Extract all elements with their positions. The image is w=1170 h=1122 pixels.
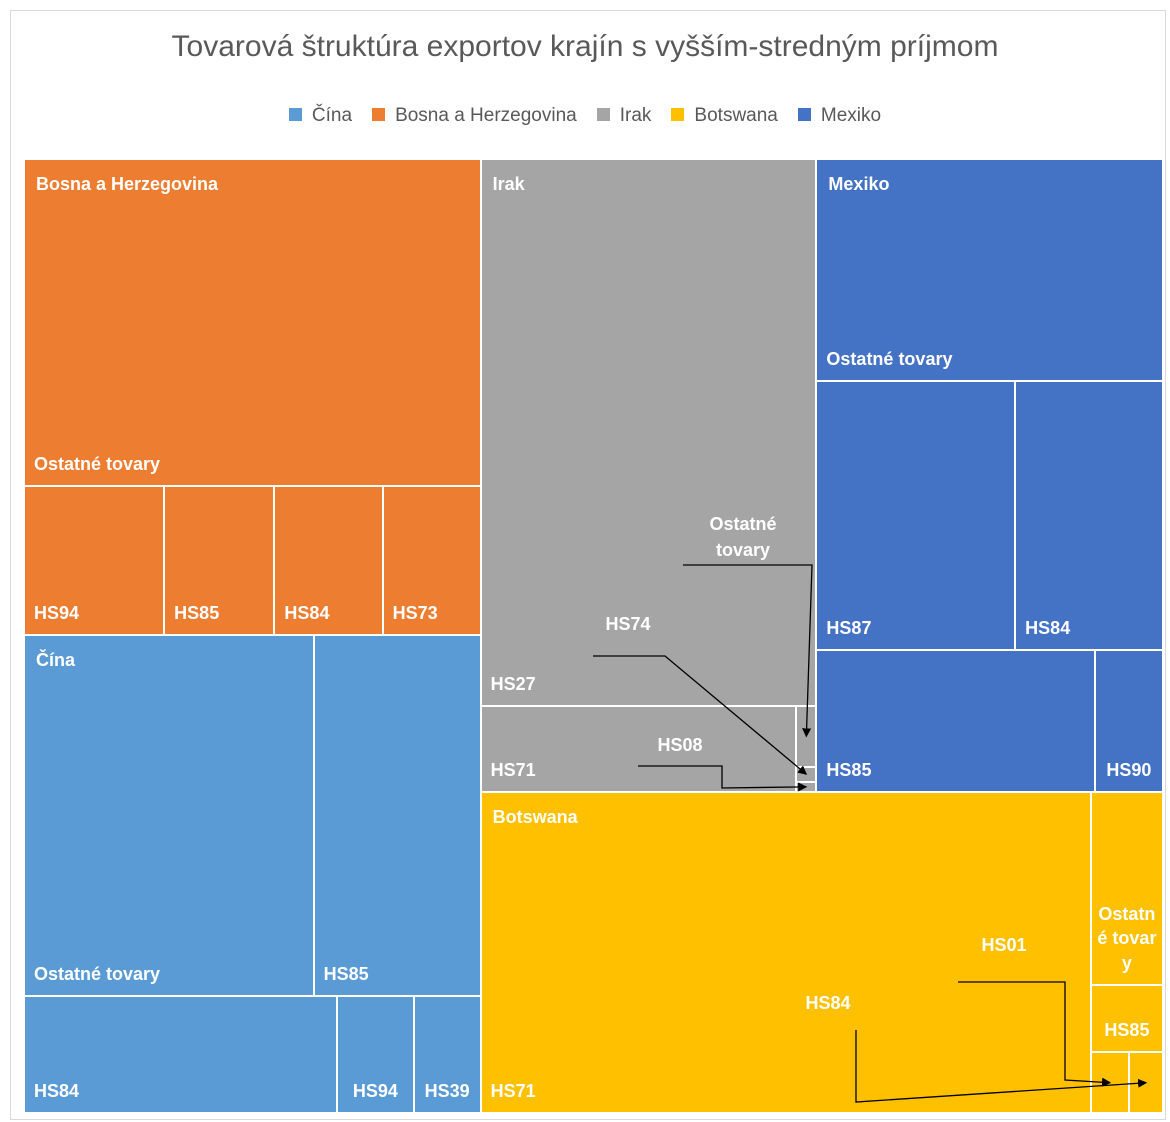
legend-item: Botswana — [671, 105, 778, 127]
cell-label: HS90 — [1106, 759, 1152, 780]
cell-label: Ostatné tovary — [34, 453, 161, 474]
legend-label: Mexiko — [820, 105, 882, 126]
treemap-cell — [1090, 1052, 1130, 1113]
cell-label: Ostatné tovary — [1097, 903, 1157, 973]
treemap-cell: HS94 — [337, 996, 414, 1113]
treemap-cell: Ostatné tovary — [24, 635, 314, 997]
cell-label: Ostatné tovary — [826, 348, 953, 369]
chart-title: Tovarová štruktúra exportov krajín s vyš… — [171, 30, 999, 63]
legend-swatch — [797, 108, 811, 121]
treemap-cell: HS87 — [816, 381, 1016, 651]
cell-label: HS87 — [826, 618, 872, 639]
callout-label: Ostatné tovary — [709, 514, 777, 561]
treemap-cell: HS84 — [24, 996, 338, 1113]
legend-item: Mexiko — [797, 105, 882, 127]
group-label: Irak — [492, 174, 525, 194]
legend-label: Bosna a Herzegovina — [395, 105, 577, 126]
callout-label: HS08 — [657, 735, 703, 755]
treemap-cell — [796, 706, 817, 767]
treemap-cell: HS85 — [816, 650, 1095, 792]
treemap-cell: HS73 — [382, 485, 481, 636]
treemap-cell: HS85 — [164, 485, 275, 636]
treemap-cell — [1129, 1052, 1163, 1113]
cell-label: HS85 — [174, 602, 220, 623]
cell-label: HS84 — [1025, 618, 1071, 639]
legend-swatch — [372, 108, 386, 121]
cell-label: HS39 — [424, 1080, 470, 1101]
legend-label: Čína — [311, 105, 353, 126]
group-label: Botswana — [492, 806, 578, 827]
cell-label: HS85 — [323, 963, 369, 984]
cell-label: HS71 — [490, 1080, 536, 1101]
group-label: Čína — [36, 650, 76, 671]
cell-label: HS94 — [34, 602, 80, 623]
cell-label: HS84 — [34, 1080, 80, 1101]
treemap-cell — [796, 766, 817, 782]
cell-label: HS85 — [1104, 1020, 1150, 1041]
callout-label: HS01 — [981, 935, 1027, 955]
group-label: Bosna a Herzegovina — [36, 174, 219, 194]
legend-item: Čína — [288, 105, 353, 127]
cell-label: HS73 — [392, 602, 438, 623]
legend-item: Irak — [596, 105, 652, 127]
callout-label: HS84 — [805, 993, 851, 1013]
treemap-cell: HS84 — [1015, 381, 1163, 651]
treemap-cell: HS85 — [313, 635, 481, 997]
legend-swatch — [596, 108, 610, 121]
legend: Čína Bosna a Herzegovina Irak Botswana Mexik… — [0, 105, 1170, 127]
cell-label: HS84 — [284, 602, 330, 623]
treemap-cell: Ostatné tovary — [1090, 791, 1163, 985]
chart-frame — [10, 10, 1166, 1120]
callout-label: HS74 — [605, 614, 651, 634]
legend-item: Bosna a Herzegovina — [372, 105, 577, 127]
treemap-cell: Ostatné tovary — [816, 159, 1163, 382]
cell-label: HS71 — [490, 759, 536, 780]
treemap-cell: HS71 — [480, 791, 1091, 1113]
treemap-cell — [796, 781, 817, 792]
treemap-cell: HS85 — [1090, 984, 1163, 1053]
treemap-cell: HS94 — [24, 485, 165, 636]
group-label: Mexiko — [828, 174, 890, 194]
legend-swatch — [288, 108, 302, 121]
legend-swatch — [671, 108, 685, 121]
treemap-cell: Ostatné tovary — [24, 159, 481, 486]
treemap-cell: HS84 — [274, 485, 383, 636]
cell-label: Ostatné tovary — [34, 963, 161, 984]
cell-label: HS85 — [826, 759, 872, 780]
cell-label: HS27 — [490, 674, 536, 694]
legend-label: Botswana — [694, 105, 778, 126]
legend-label: Irak — [619, 105, 652, 126]
cell-label: HS94 — [352, 1080, 398, 1101]
treemap-cell: HS39 — [413, 996, 481, 1113]
treemap-cell: HS90 — [1094, 650, 1163, 792]
